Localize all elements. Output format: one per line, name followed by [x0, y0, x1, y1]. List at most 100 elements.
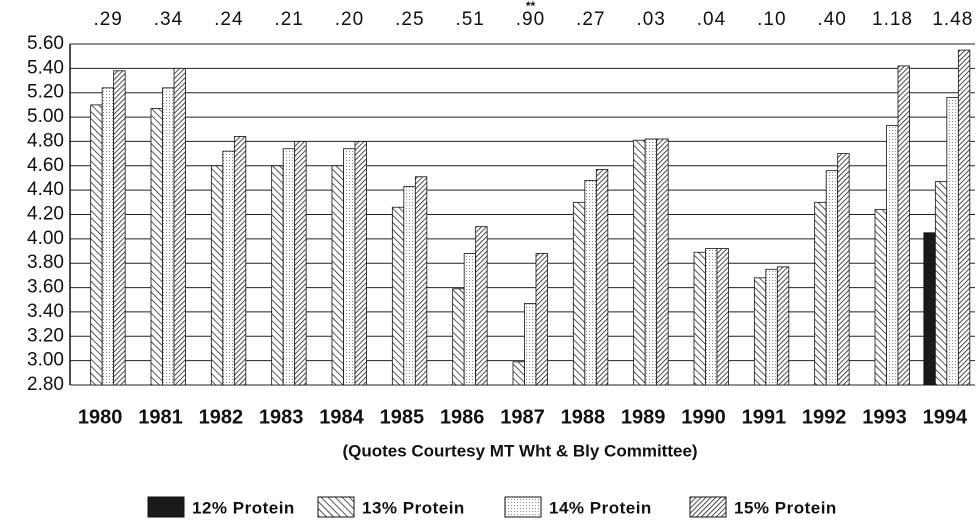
spread-label: .51 [455, 9, 484, 30]
bar [271, 165, 284, 386]
spread-label: .27 [576, 9, 605, 30]
y-tick-label: 5.60 [27, 33, 64, 54]
bar [343, 148, 356, 386]
bar [210, 165, 224, 386]
x-tick-label: 1985 [380, 406, 425, 428]
bar [222, 150, 235, 386]
bar [946, 97, 959, 386]
x-tick-label: 1986 [440, 406, 485, 428]
bar [403, 186, 416, 386]
y-tick-label: 3.60 [27, 277, 64, 298]
bar [113, 70, 126, 386]
legend-label: 12% Protein [192, 498, 295, 517]
bar [716, 248, 729, 386]
note-mark: ** [526, 0, 536, 13]
bar [463, 253, 477, 386]
bar [101, 87, 115, 386]
bar [535, 253, 548, 386]
bar [705, 248, 718, 386]
bar [331, 165, 344, 386]
legend-label: 14% Protein [549, 498, 652, 517]
y-tick-label: 2.80 [27, 374, 64, 395]
bar [874, 209, 887, 386]
bar [354, 141, 367, 386]
y-tick-label: 4.80 [27, 130, 64, 151]
bar [693, 251, 706, 386]
x-tick-label: 1984 [319, 406, 364, 428]
spread-label: .34 [154, 9, 183, 30]
spread-label: .40 [817, 9, 846, 30]
x-tick-label: 1988 [561, 406, 606, 428]
bar [512, 361, 525, 386]
spread-label: .90 [516, 9, 545, 30]
bar [825, 170, 839, 386]
spread-label: .10 [757, 9, 786, 30]
spread-label: .24 [214, 9, 243, 30]
x-tick-label: 1993 [862, 406, 907, 428]
bar [765, 268, 778, 386]
x-tick-label: 1983 [259, 406, 304, 428]
x-tick-label: 1982 [199, 406, 244, 428]
y-tick-label: 3.40 [27, 301, 64, 322]
spread-label: 1.48 [932, 9, 973, 30]
y-tick-label: 3.20 [27, 325, 64, 346]
x-axis-label: (Quotes Courtesy MT Wht & Bly Committee) [342, 441, 697, 460]
bar [934, 181, 948, 386]
y-tick-label: 4.60 [27, 155, 64, 176]
bar [90, 104, 103, 386]
bar [282, 148, 296, 386]
bar [837, 153, 850, 386]
bar [524, 303, 537, 386]
legend-swatch [317, 496, 355, 518]
x-tick-label: 1987 [500, 406, 545, 428]
bar [452, 288, 465, 386]
bar [173, 67, 186, 386]
x-tick-label: 1980 [78, 406, 123, 428]
bar [644, 138, 658, 386]
legend-swatch [147, 496, 185, 518]
x-tick-label: 1994 [923, 406, 968, 428]
bar [633, 139, 646, 386]
spread-label: .25 [395, 9, 424, 30]
spread-label: .20 [335, 9, 364, 30]
y-tick-label: 4.40 [27, 179, 64, 200]
y-tick-label: 3.00 [27, 350, 64, 371]
bar [294, 141, 307, 386]
spread-label: .21 [274, 9, 303, 30]
spread-label: .29 [93, 9, 122, 30]
spread-label: .03 [636, 9, 665, 30]
legend-swatch [504, 496, 542, 518]
spread-label: .04 [697, 9, 726, 30]
bar [753, 277, 767, 386]
bar [595, 169, 609, 386]
bar [776, 266, 790, 386]
bar [656, 138, 669, 386]
x-tick-label: 1990 [681, 406, 726, 428]
bar [572, 201, 586, 386]
spread-label: 1.18 [872, 9, 913, 30]
bar [150, 108, 163, 386]
x-tick-label: 1989 [621, 406, 666, 428]
bar [957, 49, 971, 386]
bar [897, 65, 910, 386]
y-tick-label: 4.00 [27, 228, 64, 249]
bar [584, 179, 597, 386]
y-tick-label: 4.20 [27, 204, 64, 225]
bar [233, 136, 247, 386]
bar [814, 201, 827, 386]
x-tick-label: 1991 [742, 406, 787, 428]
bar [923, 232, 936, 386]
legend-swatch [689, 496, 727, 518]
bar [162, 87, 175, 386]
y-tick-label: 5.20 [27, 82, 64, 103]
y-tick-label: 3.80 [27, 252, 64, 273]
x-tick-label: 1981 [138, 406, 183, 428]
bar [391, 206, 405, 386]
legend-label: 15% Protein [734, 498, 837, 517]
bar [475, 226, 488, 386]
legend-label: 13% Protein [362, 498, 465, 517]
bar [886, 125, 899, 386]
bar [414, 176, 428, 386]
y-tick-label: 5.40 [27, 57, 64, 78]
